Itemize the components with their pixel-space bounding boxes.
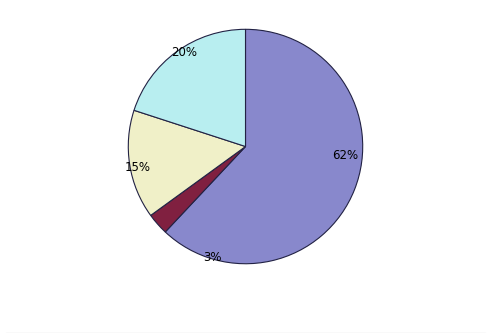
Text: 20%: 20% [171,46,197,59]
Text: 15%: 15% [125,161,151,174]
Wedge shape [134,29,246,147]
Wedge shape [151,147,246,232]
Wedge shape [165,29,363,264]
Text: 3%: 3% [203,251,222,264]
Wedge shape [128,110,246,215]
Text: 62%: 62% [332,150,358,163]
